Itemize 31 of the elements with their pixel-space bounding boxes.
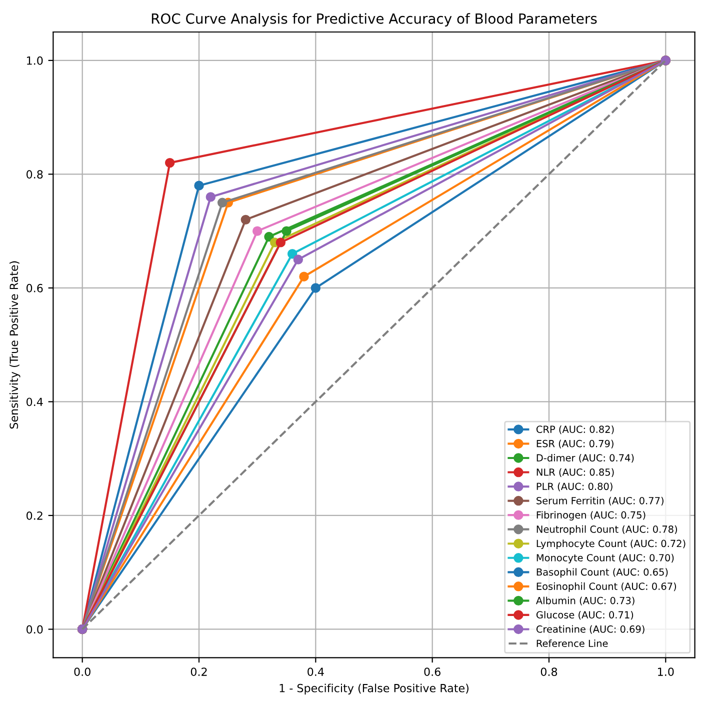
- legend-label: CRP (AUC: 0.82): [536, 425, 614, 434]
- legend-label: Albumin (AUC: 0.73): [536, 596, 634, 606]
- legend-label: Glucose (AUC: 0.71): [536, 610, 634, 620]
- x-tick-label: 0.2: [190, 668, 207, 676]
- legend-label: Basophil Count (AUC: 0.65): [536, 568, 668, 578]
- legend-label: Neutrophil Count (AUC: 0.78): [536, 525, 677, 535]
- y-tick-label: 1.0: [27, 56, 43, 65]
- y-tick-label: 0.8: [26, 170, 43, 179]
- x-tick-label: 0.0: [74, 668, 90, 676]
- y-tick-label: 0.4: [26, 398, 43, 406]
- x-tick-label: 1.0: [658, 668, 674, 676]
- legend-label: ESR (AUC: 0.79): [536, 440, 614, 448]
- legend-label: Monocyte Count (AUC: 0.70): [536, 554, 674, 564]
- y-tick-label: 0.6: [26, 284, 43, 292]
- legend-label: Creatinine (AUC: 0.69): [536, 625, 644, 634]
- legend-label: Fibrinogen (AUC: 0.75): [536, 511, 646, 520]
- legend-label: Eosinophil Count (AUC: 0.67): [536, 582, 676, 592]
- y-tick-label: 0.0: [26, 625, 43, 634]
- legend-label: D-dimer (AUC: 0.74): [536, 454, 634, 463]
- chart-title: ROC Curve Analysis for Predictive Accuracy of Blood Parameters: [152, 13, 597, 27]
- legend-label: PLR (AUC: 0.80): [536, 482, 612, 492]
- legend-label: NLR (AUC: 0.85): [536, 468, 614, 477]
- x-tick-label: 0.4: [308, 668, 324, 676]
- y-tick-label: 0.2: [26, 511, 42, 520]
- legend-label: Reference Line: [536, 640, 608, 648]
- x-axis-title: 1 - Specificity (False Positive Rate): [280, 684, 468, 694]
- y-axis-title: Sensitivity (True Positive Rate): [9, 261, 20, 429]
- x-tick-label: 0.8: [540, 668, 558, 676]
- x-tick-label: 0.6: [424, 668, 440, 676]
- legend-label: Serum Ferritin (AUC: 0.77): [536, 496, 664, 506]
- legend-label: Lymphocyte Count (AUC: 0.72): [536, 540, 686, 550]
